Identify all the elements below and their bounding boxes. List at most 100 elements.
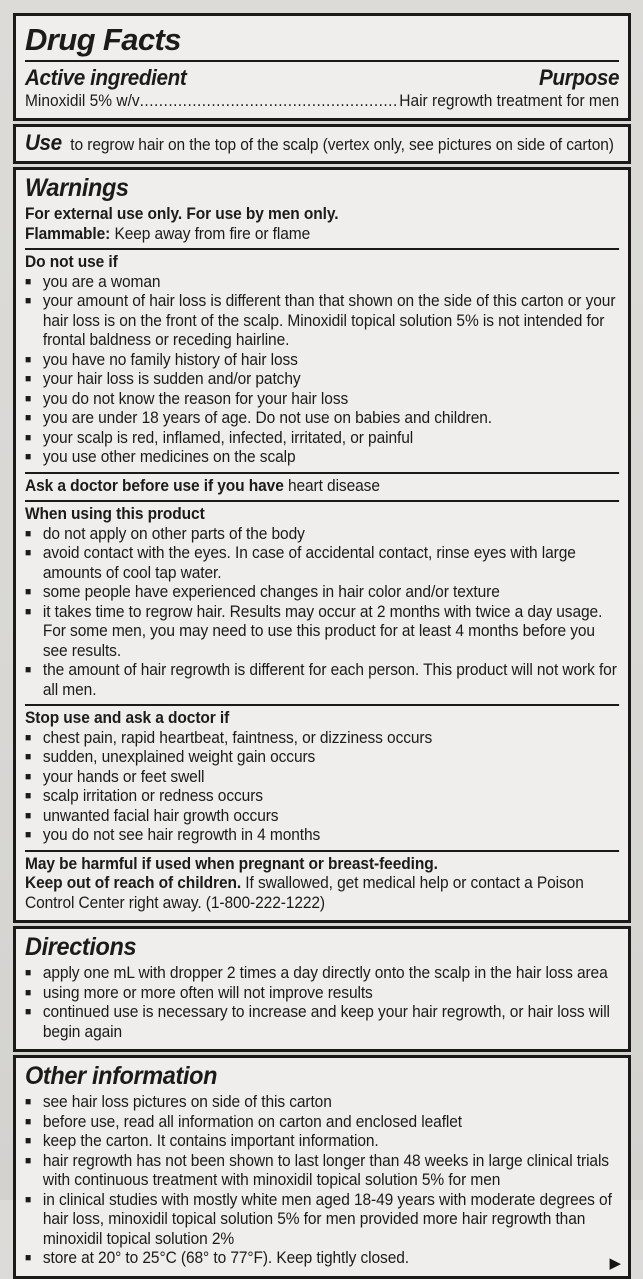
bullet-item: ■ some people have experienced changes in… [25,583,619,603]
text-line: Stop use and ask a doctor if [25,709,619,729]
bullet-text: scalp irritation or redness occurs [43,787,619,807]
bold-text-run: May be harmful if used when pregnant or … [25,854,438,873]
bullet-item: ■ avoid contact with the eyes. In case of… [25,544,619,583]
bold-text-run: Stop use and ask a doctor if [25,709,230,727]
text-run: in clinical studies with mostly white me… [42,1190,612,1248]
bullet-text: you do not see hair regrowth in 4 months [43,826,619,846]
title-divider [25,60,619,62]
bullet-text: keep the carton. It contains important i… [43,1132,619,1152]
text-run: hair regrowth has not been shown to last… [42,1151,609,1190]
text-run: your hair loss is sudden and/or patchy [42,370,301,388]
section-divider [25,849,620,852]
bold-text-run: For external use only. For use by men on… [25,205,339,223]
bullet-text: sudden, unexplained weight gain occurs [43,748,619,768]
use-section: Use to regrow hair on the top of the sca… [13,124,631,164]
bullet-text: in clinical studies with mostly white me… [43,1191,619,1250]
text-run: see hair loss pictures on side of this c… [42,1093,332,1111]
drug-facts-title: Drug Facts [25,22,182,57]
text-run: scalp irritation or redness occurs [42,787,263,805]
other-information-heading: Other information [25,1062,218,1090]
directions-heading: Directions [25,933,137,961]
text-run: the amount of hair regrowth is different… [42,661,617,699]
bullet-text: the amount of hair regrowth is different… [43,661,619,700]
text-run: your amount of hair loss is different th… [42,292,616,349]
text-run: it takes time to regrow hair. Results ma… [42,602,603,660]
text-run: If swallowed, get medical help or contac… [25,874,584,912]
bullet-item: ■ hair regrowth has not been shown to las… [25,1152,619,1191]
bold-text-run: Flammable: [25,224,111,243]
text-run: some people have experienced changes in … [42,583,500,601]
text-run: before use, read all information on cart… [42,1112,463,1131]
bullet-text: avoid contact with the eyes. In case of … [43,544,619,583]
text-line: When using this product [25,505,619,525]
directions-content: ■ apply one mL with dropper 2 times a day… [25,964,619,1042]
text-run: you are a woman [42,272,161,291]
bullet-item: ■ your hair loss is sudden and/or patchy [25,370,619,390]
other-information-content: ■ see hair loss pictures on side of this … [25,1093,619,1269]
square-bullet-icon: ■ [25,353,32,366]
text-run: unwanted facial hair growth occurs [42,806,279,825]
text-line: Ask a doctor before use if you have hear… [25,477,619,497]
text-line: Keep out of reach of children. If swallo… [25,874,619,913]
text-line: For external use only. For use by men on… [25,205,619,225]
square-bullet-icon: ■ [25,412,32,424]
directions-section: Directions ■ apply one mL with dropper 2 … [13,926,631,1052]
bullet-text: you use other medicines on the scalp [43,448,619,468]
bullet-item: ■ do not apply on other parts of the body [25,525,619,545]
text-line: Do not use if [25,253,619,273]
square-bullet-icon: ■ [25,1115,32,1128]
square-bullet-icon: ■ [25,1252,32,1264]
title-section: Drug Facts Active ingredient Purpose Min… [13,13,631,121]
text-run: avoid contact with the eyes. In case of … [42,544,576,582]
text-run: your scalp is red, inflamed, infected, i… [42,428,414,447]
bullet-item: ■ unwanted facial hair growth occurs [25,807,619,827]
bullet-text: unwanted facial hair growth occurs [43,807,619,827]
bullet-item: ■ you are a woman [25,273,619,293]
bullet-item: ■ store at 20° to 25°C (68° to 77°F). Kee… [25,1249,619,1269]
bullet-item: ■ your hands or feet swell [25,768,619,788]
text-run: you do not know the reason for your hair… [42,389,349,408]
bullet-text: your amount of hair loss is different th… [43,292,619,351]
square-bullet-icon: ■ [25,1193,32,1206]
bullet-item: ■ using more or more often will not impro… [25,984,619,1004]
bullet-item: ■ scalp irritation or redness occurs [25,787,619,807]
bullet-item: ■ it takes time to regrow hair. Results m… [25,603,619,662]
bullet-item: ■ in clinical studies with mostly white m… [25,1191,619,1250]
active-ingredient-heading: Active ingredient [25,65,187,90]
text-run: you are under 18 years of age. Do not us… [42,409,493,427]
bullet-text: before use, read all information on cart… [43,1113,619,1133]
active-ingredient-row: Minoxidil 5% w/v .......................… [25,91,619,111]
warnings-section: Warnings For external use only. For use … [13,167,631,923]
text-run: your hands or feet swell [42,767,205,786]
bold-text-run: Do not use if [25,253,118,271]
section-divider [25,704,620,706]
bullet-text: it takes time to regrow hair. Results ma… [43,603,619,662]
bullet-text: store at 20° to 25°C (68° to 77°F). Keep… [43,1249,619,1269]
bullet-text: using more or more often will not improv… [43,984,619,1004]
leader-dots: ........................................… [139,92,400,110]
text-run: apply one mL with dropper 2 times a day … [42,964,608,982]
text-run: keep the carton. It contains important i… [42,1132,379,1150]
purpose-value: Hair regrowth treatment for men [399,92,620,110]
purpose-heading: Purpose [538,65,620,90]
use-heading: Use [25,130,62,155]
text-line: Flammable: Keep away from fire or flame [25,225,619,245]
square-bullet-icon: ■ [25,986,32,999]
bullet-item: ■ you use other medicines on the scalp [25,448,619,468]
text-line: May be harmful if used when pregnant or … [25,855,619,875]
section-divider [25,248,620,250]
bullet-item: ■ you have no family history of hair loss [25,351,619,371]
bullet-item: ■ you do not see hair regrowth in 4 month… [25,826,619,846]
square-bullet-icon: ■ [25,790,32,802]
square-bullet-icon: ■ [25,967,32,979]
bullet-item: ■ keep the carton. It contains important … [25,1132,619,1152]
text-run: Keep away from fire or flame [110,224,311,243]
bullet-text: apply one mL with dropper 2 times a day … [43,964,619,984]
bullet-text: your hands or feet swell [43,768,619,788]
bold-text-run: Ask a doctor before use if you have [25,476,284,495]
square-bullet-icon: ■ [25,527,32,540]
bullet-text: some people have experienced changes in … [43,583,619,603]
bullet-text: your scalp is red, inflamed, infected, i… [43,429,619,449]
bold-text-run: When using this product [25,505,205,523]
